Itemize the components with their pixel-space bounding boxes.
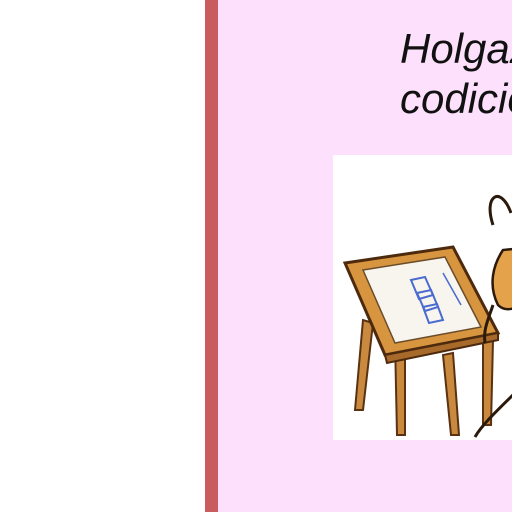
accent-bar — [205, 0, 218, 512]
drafting-table-cartoon-icon — [333, 155, 512, 440]
slide-text-line-2: codicio — [400, 75, 512, 122]
slide-text-line-1: Holgaz — [400, 25, 512, 72]
content-panel: Holgaz codicio — [218, 0, 512, 512]
slide-text: Holgaz codicio — [400, 24, 512, 124]
blank-left-area — [0, 0, 205, 512]
